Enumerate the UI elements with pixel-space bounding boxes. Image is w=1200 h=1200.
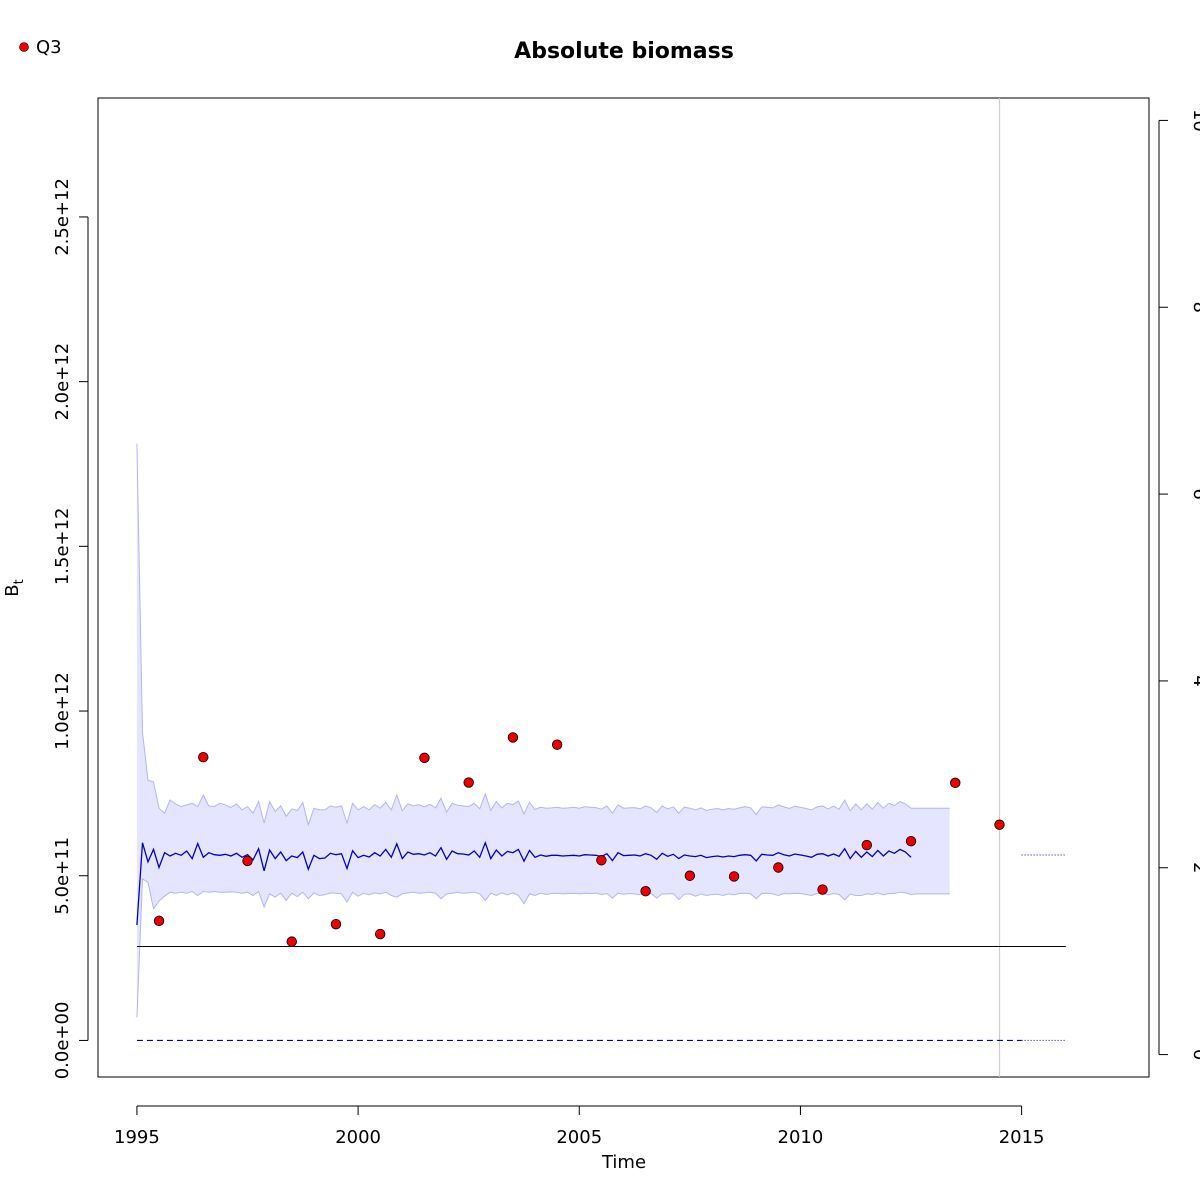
observation-point [950,777,961,789]
y-axis-label-main: B [2,584,23,596]
legend-marker [19,42,29,52]
legend: Q3 [19,37,62,58]
observation-point [242,855,253,867]
confidence-upper-line [136,443,950,827]
observation-point [286,936,297,947]
legend-entry-q3: Q3 [36,37,62,58]
y-tick-label: 1.0e+12 [52,672,73,750]
x-tick-label: 2015 [999,1127,1045,1148]
chart-title: Absolute biomass [514,39,734,64]
plot-area [136,98,1066,1077]
confidence-lower-line [136,878,950,1018]
observation-point [905,835,917,847]
x-axis-label: Time [601,1152,646,1173]
y2-tick-label: 4 [1189,675,1200,686]
observation-point [551,739,563,750]
x-tick-label: 2010 [778,1127,824,1148]
y-tick-label: 1.5e+12 [52,507,73,585]
x-tick-label: 2005 [556,1127,602,1148]
y-axis-label: Bt [2,579,27,596]
observation-point [419,752,430,764]
observation-point [728,871,740,882]
y-tick-label: 2.0e+12 [52,343,73,421]
observation-point [153,915,165,927]
observation-point [773,862,784,873]
y2-tick-label: 0 [1189,1049,1200,1060]
y2-tick-label: 6 [1189,488,1200,499]
observation-point [330,918,342,930]
x-axis: 1995 2000 2005 2010 2015 [114,1105,1045,1148]
observation-point [684,870,696,881]
y2-tick-label: 10 [1189,109,1200,132]
plot-frame [97,97,1150,1078]
observation-point [817,884,828,895]
y2-tick-label: 8 [1189,302,1200,313]
y-tick-label: 5.0e+11 [52,837,73,915]
observation-point [507,732,519,743]
y-tick-label: 0.0e+00 [52,1002,73,1080]
y-axis-right: 0 2 4 6 8 10 [1158,109,1200,1060]
observation-point [463,777,474,788]
observation-point [994,819,1005,830]
observation-point [198,751,209,763]
observation-point [640,886,651,897]
y2-tick-label: 2 [1189,862,1200,873]
observation-point [861,839,872,851]
observation-point [596,855,607,866]
x-tick-label: 2000 [335,1127,381,1148]
y-axis-label-sub: t [12,579,27,584]
x-tick-label: 1995 [114,1127,160,1148]
observation-point [375,928,386,940]
y-axis-left: 0.0e+00 5.0e+11 1.0e+12 1.5e+12 2.0e+12 2.5e+… [52,178,89,1080]
biomass-estimate-line [136,840,912,926]
confidence-band [136,443,950,1018]
y-tick-label: 2.5e+12 [52,178,73,256]
